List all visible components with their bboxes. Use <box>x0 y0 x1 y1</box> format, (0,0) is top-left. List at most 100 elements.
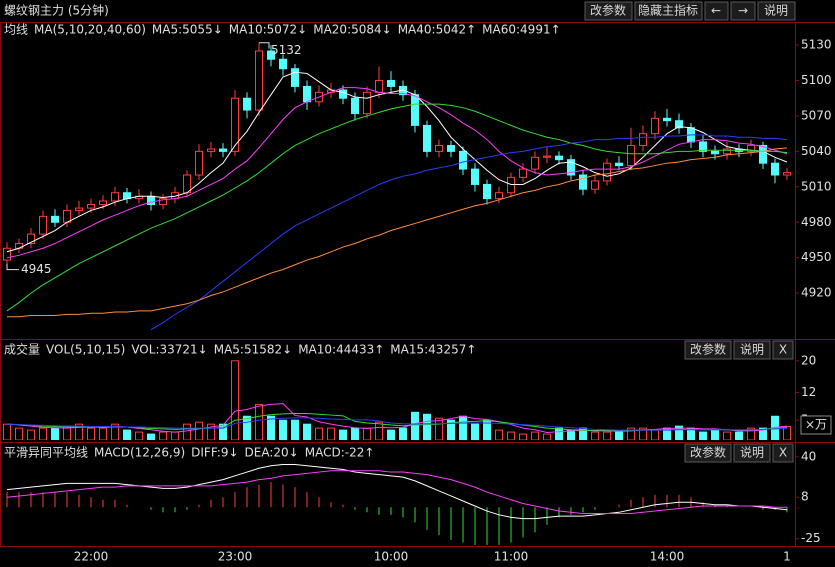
button-label[interactable]: 说明 <box>740 445 764 460</box>
volume-bar <box>735 431 743 440</box>
button-label[interactable]: 改参数 <box>690 342 726 357</box>
candle-body <box>591 180 599 190</box>
volume-bar <box>363 427 371 440</box>
legend-text: MA5:51582↓ <box>214 343 292 357</box>
button-label[interactable]: ← <box>711 4 721 18</box>
volume-bar <box>555 427 563 440</box>
candle-body <box>375 80 383 93</box>
button[interactable]: 说明 <box>733 340 771 360</box>
volume-bar <box>411 411 419 440</box>
legend-text: MA60:4991↑ <box>482 23 560 37</box>
candle-body <box>99 200 107 206</box>
button[interactable]: → <box>730 1 756 21</box>
volume-bar <box>135 431 143 440</box>
volume-bar <box>651 429 659 440</box>
volume-bar <box>159 431 167 440</box>
button-label[interactable]: 隐藏主指标 <box>638 3 698 18</box>
y-tick-label: 20 <box>801 353 816 367</box>
button-label[interactable]: 改参数 <box>690 445 726 460</box>
button[interactable]: 隐藏主指标 <box>634 1 703 21</box>
volume-bar <box>147 433 155 440</box>
volume-bar <box>111 423 119 440</box>
button-frame[interactable] <box>757 1 796 21</box>
button-frame[interactable] <box>733 443 771 463</box>
legend-text: MA40:5042↑ <box>398 23 476 37</box>
candle-body <box>459 150 467 170</box>
candle-body <box>75 207 83 211</box>
legend-text: MA10:5072↓ <box>229 23 307 37</box>
y-tick-label: 5070 <box>801 108 832 122</box>
plot-area <box>6 464 788 545</box>
legend-text: MACD:-22↑ <box>305 446 375 460</box>
window-title: 螺纹钢主力 (5分钟) <box>4 3 109 18</box>
button-label[interactable]: → <box>738 4 748 18</box>
button[interactable]: X <box>772 443 794 463</box>
legend-text: DIFF:9↓ <box>191 446 238 460</box>
volume-bar <box>711 429 719 440</box>
button-frame[interactable] <box>684 443 732 463</box>
button-label[interactable]: 说明 <box>764 3 788 18</box>
volume-bar <box>99 427 107 440</box>
button-label[interactable]: X <box>779 446 787 460</box>
volume-bar <box>51 427 59 440</box>
legend-text: VOL(5,10,15) <box>46 343 125 357</box>
volume-bar <box>459 415 467 440</box>
x-tick-label: 10:00 <box>374 550 409 564</box>
candle-body <box>471 168 479 185</box>
legend-text: MA5:5055↓ <box>152 23 223 37</box>
button-label[interactable]: 改参数 <box>590 3 626 18</box>
volume-bar <box>87 427 95 440</box>
candle-body <box>63 209 71 223</box>
indicator-line <box>6 403 788 433</box>
volume-bar <box>279 419 287 440</box>
volume-bar <box>267 415 275 440</box>
volume-bar <box>507 431 515 440</box>
button[interactable]: X <box>772 340 794 360</box>
volume-bar <box>171 431 179 440</box>
volume-bar <box>327 427 335 440</box>
button[interactable]: 改参数 <box>684 443 732 463</box>
button[interactable]: 改参数 <box>584 1 633 21</box>
volume-bar <box>423 413 431 440</box>
candle-body <box>3 247 11 261</box>
button-frame[interactable] <box>584 1 633 21</box>
button-frame[interactable] <box>730 1 756 21</box>
candle-body <box>663 117 671 122</box>
volume-bar <box>291 419 299 440</box>
volume-bar <box>123 429 131 440</box>
candle-body <box>543 155 551 158</box>
button-frame[interactable] <box>634 1 703 21</box>
candle-body <box>51 215 59 223</box>
candle-body <box>183 174 191 194</box>
candle-body <box>603 162 611 182</box>
x-tick-label: 1 <box>783 550 791 564</box>
button-label[interactable]: 说明 <box>740 342 764 357</box>
button-frame[interactable] <box>733 340 771 360</box>
y-tick-label: 40 <box>801 449 816 463</box>
button[interactable]: 说明 <box>733 443 771 463</box>
annotation-leader <box>259 42 270 49</box>
candle-body <box>27 233 35 245</box>
button-frame[interactable] <box>684 340 732 360</box>
indicator-line <box>150 134 788 331</box>
button-frame[interactable] <box>772 443 794 463</box>
candle-body <box>747 144 755 152</box>
button[interactable]: 改参数 <box>684 340 732 360</box>
button[interactable]: ← <box>704 1 729 21</box>
y-tick-label: 12 <box>801 385 816 399</box>
button-label[interactable]: X <box>779 343 787 357</box>
indicator-line <box>7 147 788 318</box>
button[interactable]: 说明 <box>757 1 796 21</box>
candle-body <box>495 192 503 200</box>
button-frame[interactable] <box>704 1 729 21</box>
indicator-line <box>6 470 787 515</box>
y-tick-label: 5040 <box>801 144 832 158</box>
legend-text: VOL:33721↓ <box>131 343 207 357</box>
legend-text: MACD(12,26,9) <box>94 446 185 460</box>
y-tick-label: 4950 <box>801 250 832 264</box>
x-tick-label: 11:00 <box>494 550 529 564</box>
button-frame[interactable] <box>772 340 794 360</box>
legend-text: 平滑异同平均线 <box>4 446 88 460</box>
legend-text: DEA:20↓ <box>245 446 299 460</box>
